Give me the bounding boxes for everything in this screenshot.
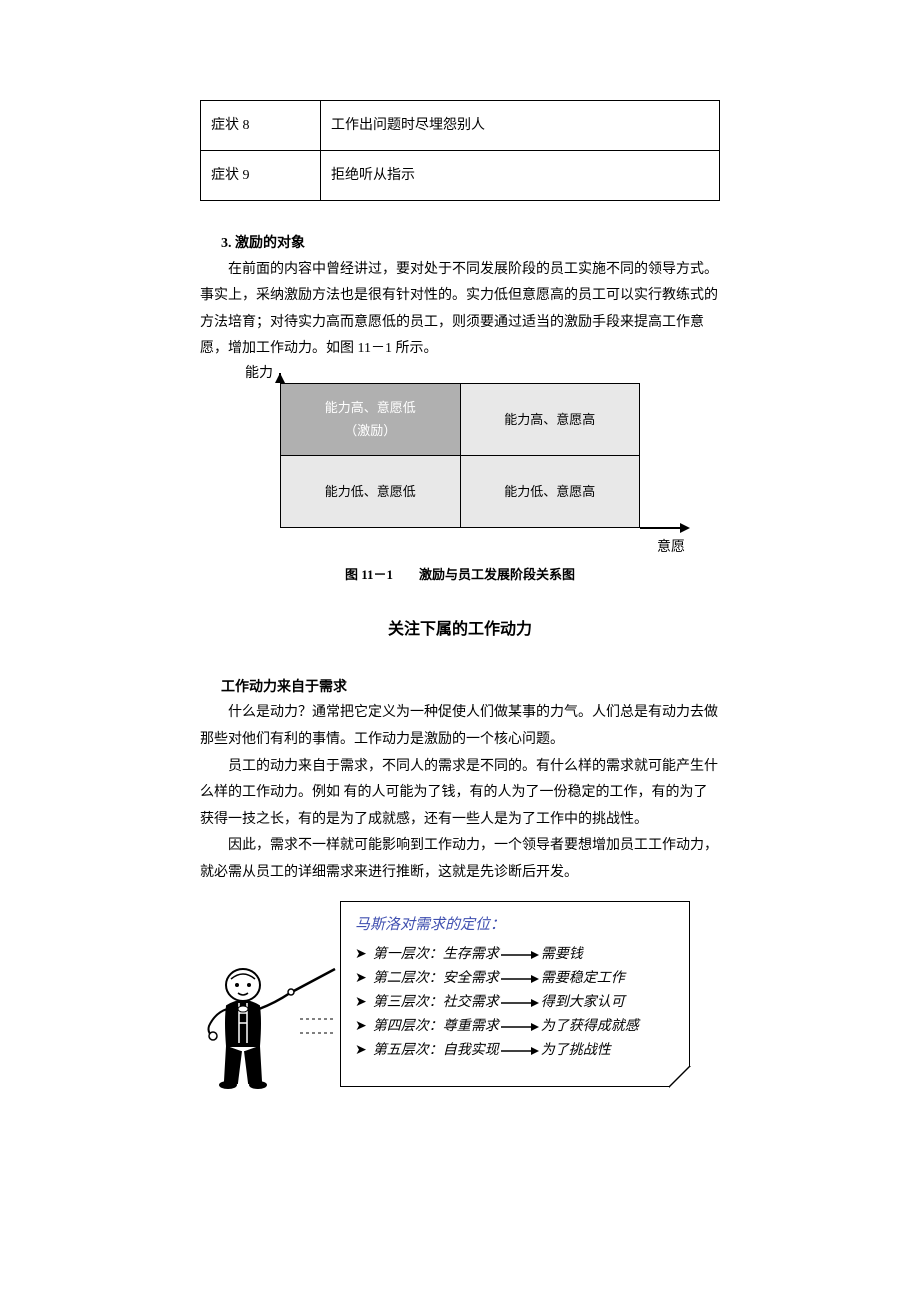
arrow-right-icon: [501, 1046, 539, 1056]
symptom-label: 症状 9: [201, 151, 321, 201]
maslow-level-2: ➤ 第二层次：安全需求 需要稳定工作: [355, 967, 675, 991]
table-row: 症状 8 工作出问题时尽埋怨别人: [201, 101, 720, 151]
motivation-heading: 工作动力来自于需求: [200, 675, 720, 700]
bullet-icon: ➤: [355, 991, 367, 1015]
maslow-box: 马斯洛对需求的定位： ➤ 第一层次：生存需求 需要钱 ➤ 第二层次：安全需求 需…: [340, 901, 690, 1087]
figure-caption: 图 11－1 激励与员工发展阶段关系图: [200, 563, 720, 586]
symptom-desc: 工作出问题时尽埋怨别人: [321, 101, 720, 151]
quadrant-q2: 能力高、意愿低 （激励）: [281, 383, 461, 455]
quadrant-q1: 能力高、意愿高: [461, 383, 641, 455]
bullet-icon: ➤: [355, 967, 367, 991]
quadrant-q4: 能力低、意愿高: [461, 455, 641, 527]
maslow-left: 第五层次：自我实现: [373, 1039, 499, 1063]
quadrant-grid: 能力高、意愿低 （激励） 能力高、意愿高 能力低、意愿低 能力低、意愿高: [280, 383, 640, 528]
x-axis-label: 意愿: [657, 535, 685, 560]
arrow-right-icon: [501, 1022, 539, 1032]
bullet-icon: ➤: [355, 943, 367, 967]
section3-heading: 3. 激励的对象: [200, 231, 720, 256]
section-title: 关注下属的工作动力: [200, 616, 720, 645]
maslow-level-1: ➤ 第一层次：生存需求 需要钱: [355, 943, 675, 967]
arrow-right-icon: [501, 974, 539, 984]
section3-para: 在前面的内容中曾经讲过，要对处于不同发展阶段的员工实施不同的领导方式。事实上，采…: [200, 257, 720, 363]
y-axis-label: 能力: [245, 361, 273, 386]
q2-line2: （激励）: [344, 419, 396, 442]
table-row: 症状 9 拒绝听从指示: [201, 151, 720, 201]
symptom-label: 症状 8: [201, 101, 321, 151]
maslow-left: 第三层次：社交需求: [373, 991, 499, 1015]
maslow-right: 得到大家认可: [541, 991, 625, 1015]
maslow-title: 马斯洛对需求的定位：: [355, 912, 675, 939]
maslow-section: 马斯洛对需求的定位： ➤ 第一层次：生存需求 需要钱 ➤ 第二层次：安全需求 需…: [225, 901, 695, 1101]
x-axis-arrow-icon: [680, 523, 690, 533]
maslow-level-5: ➤ 第五层次：自我实现 为了挑战性: [355, 1039, 675, 1063]
maslow-right: 需要稳定工作: [541, 967, 625, 991]
y-axis-line: [279, 373, 281, 383]
page-fold-inner: [669, 1066, 689, 1086]
maslow-right: 需要钱: [541, 943, 583, 967]
bullet-icon: ➤: [355, 1039, 367, 1063]
q2-line1: 能力高、意愿低: [325, 396, 416, 419]
maslow-level-3: ➤ 第三层次：社交需求 得到大家认可: [355, 991, 675, 1015]
maslow-left: 第一层次：生存需求: [373, 943, 499, 967]
maslow-left: 第四层次：尊重需求: [373, 1015, 499, 1039]
motivation-para1: 什么是动力？通常把它定义为一种促使人们做某事的力气。人们总是有动力去做那些对他们…: [200, 700, 720, 753]
arrow-right-icon: [501, 950, 539, 960]
maslow-level-4: ➤ 第四层次：尊重需求 为了获得成就感: [355, 1015, 675, 1039]
quadrant-chart: 能力 能力高、意愿低 （激励） 能力高、意愿高 能力低、意愿低 能力低、意愿高 …: [280, 383, 640, 528]
quadrant-q3: 能力低、意愿低: [281, 455, 461, 527]
arrow-right-icon: [501, 998, 539, 1008]
symptom-desc: 拒绝听从指示: [321, 151, 720, 201]
bullet-icon: ➤: [355, 1015, 367, 1039]
maslow-right: 为了获得成就感: [541, 1015, 639, 1039]
maslow-right: 为了挑战性: [541, 1039, 611, 1063]
teacher-illustration-icon: [195, 951, 345, 1101]
symptom-table: 症状 8 工作出问题时尽埋怨别人 症状 9 拒绝听从指示: [200, 100, 720, 201]
maslow-left: 第二层次：安全需求: [373, 967, 499, 991]
motivation-para2: 员工的动力来自于需求，不同人的需求是不同的。有什么样的需求就可能产生什么样的工作…: [200, 754, 720, 834]
motivation-para3: 因此，需求不一样就可能影响到工作动力，一个领导者要想增加员工工作动力，就必需从员…: [200, 833, 720, 886]
x-axis-ext: [640, 527, 680, 529]
